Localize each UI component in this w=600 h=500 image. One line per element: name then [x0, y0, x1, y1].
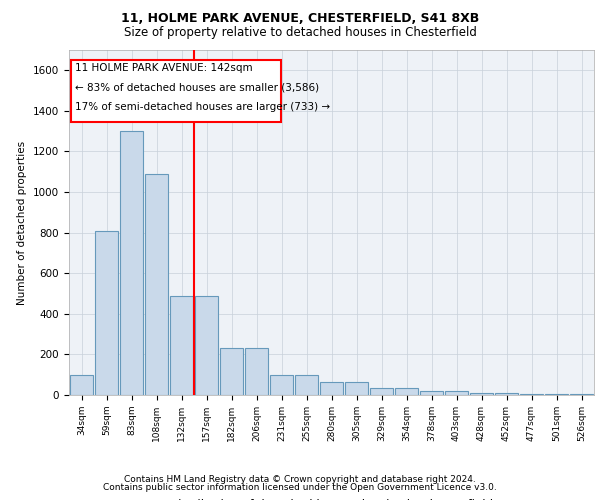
- Bar: [569, 394, 593, 395]
- Bar: [70, 374, 94, 395]
- Bar: [145, 174, 169, 395]
- Text: Size of property relative to detached houses in Chesterfield: Size of property relative to detached ho…: [124, 26, 476, 39]
- Bar: [494, 393, 518, 395]
- Bar: [170, 296, 193, 395]
- Bar: [320, 382, 343, 395]
- Bar: [545, 394, 568, 395]
- Text: ← 83% of detached houses are smaller (3,586): ← 83% of detached houses are smaller (3,…: [75, 82, 319, 92]
- Bar: [344, 382, 368, 395]
- Bar: [220, 348, 244, 395]
- Bar: [295, 374, 319, 395]
- Bar: [470, 393, 493, 395]
- Bar: [269, 374, 293, 395]
- Text: 11 HOLME PARK AVENUE: 142sqm: 11 HOLME PARK AVENUE: 142sqm: [75, 63, 253, 73]
- Text: Contains HM Land Registry data © Crown copyright and database right 2024.: Contains HM Land Registry data © Crown c…: [124, 475, 476, 484]
- Bar: [370, 388, 394, 395]
- Bar: [445, 391, 469, 395]
- Y-axis label: Number of detached properties: Number of detached properties: [17, 140, 28, 304]
- Bar: [119, 131, 143, 395]
- Text: 11, HOLME PARK AVENUE, CHESTERFIELD, S41 8XB: 11, HOLME PARK AVENUE, CHESTERFIELD, S41…: [121, 12, 479, 26]
- FancyBboxPatch shape: [71, 60, 281, 122]
- Bar: [95, 230, 118, 395]
- Text: Contains public sector information licensed under the Open Government Licence v3: Contains public sector information licen…: [103, 483, 497, 492]
- Bar: [419, 391, 443, 395]
- Bar: [395, 388, 418, 395]
- Bar: [194, 296, 218, 395]
- Bar: [520, 394, 544, 395]
- Bar: [245, 348, 268, 395]
- Text: 17% of semi-detached houses are larger (733) →: 17% of semi-detached houses are larger (…: [75, 102, 330, 112]
